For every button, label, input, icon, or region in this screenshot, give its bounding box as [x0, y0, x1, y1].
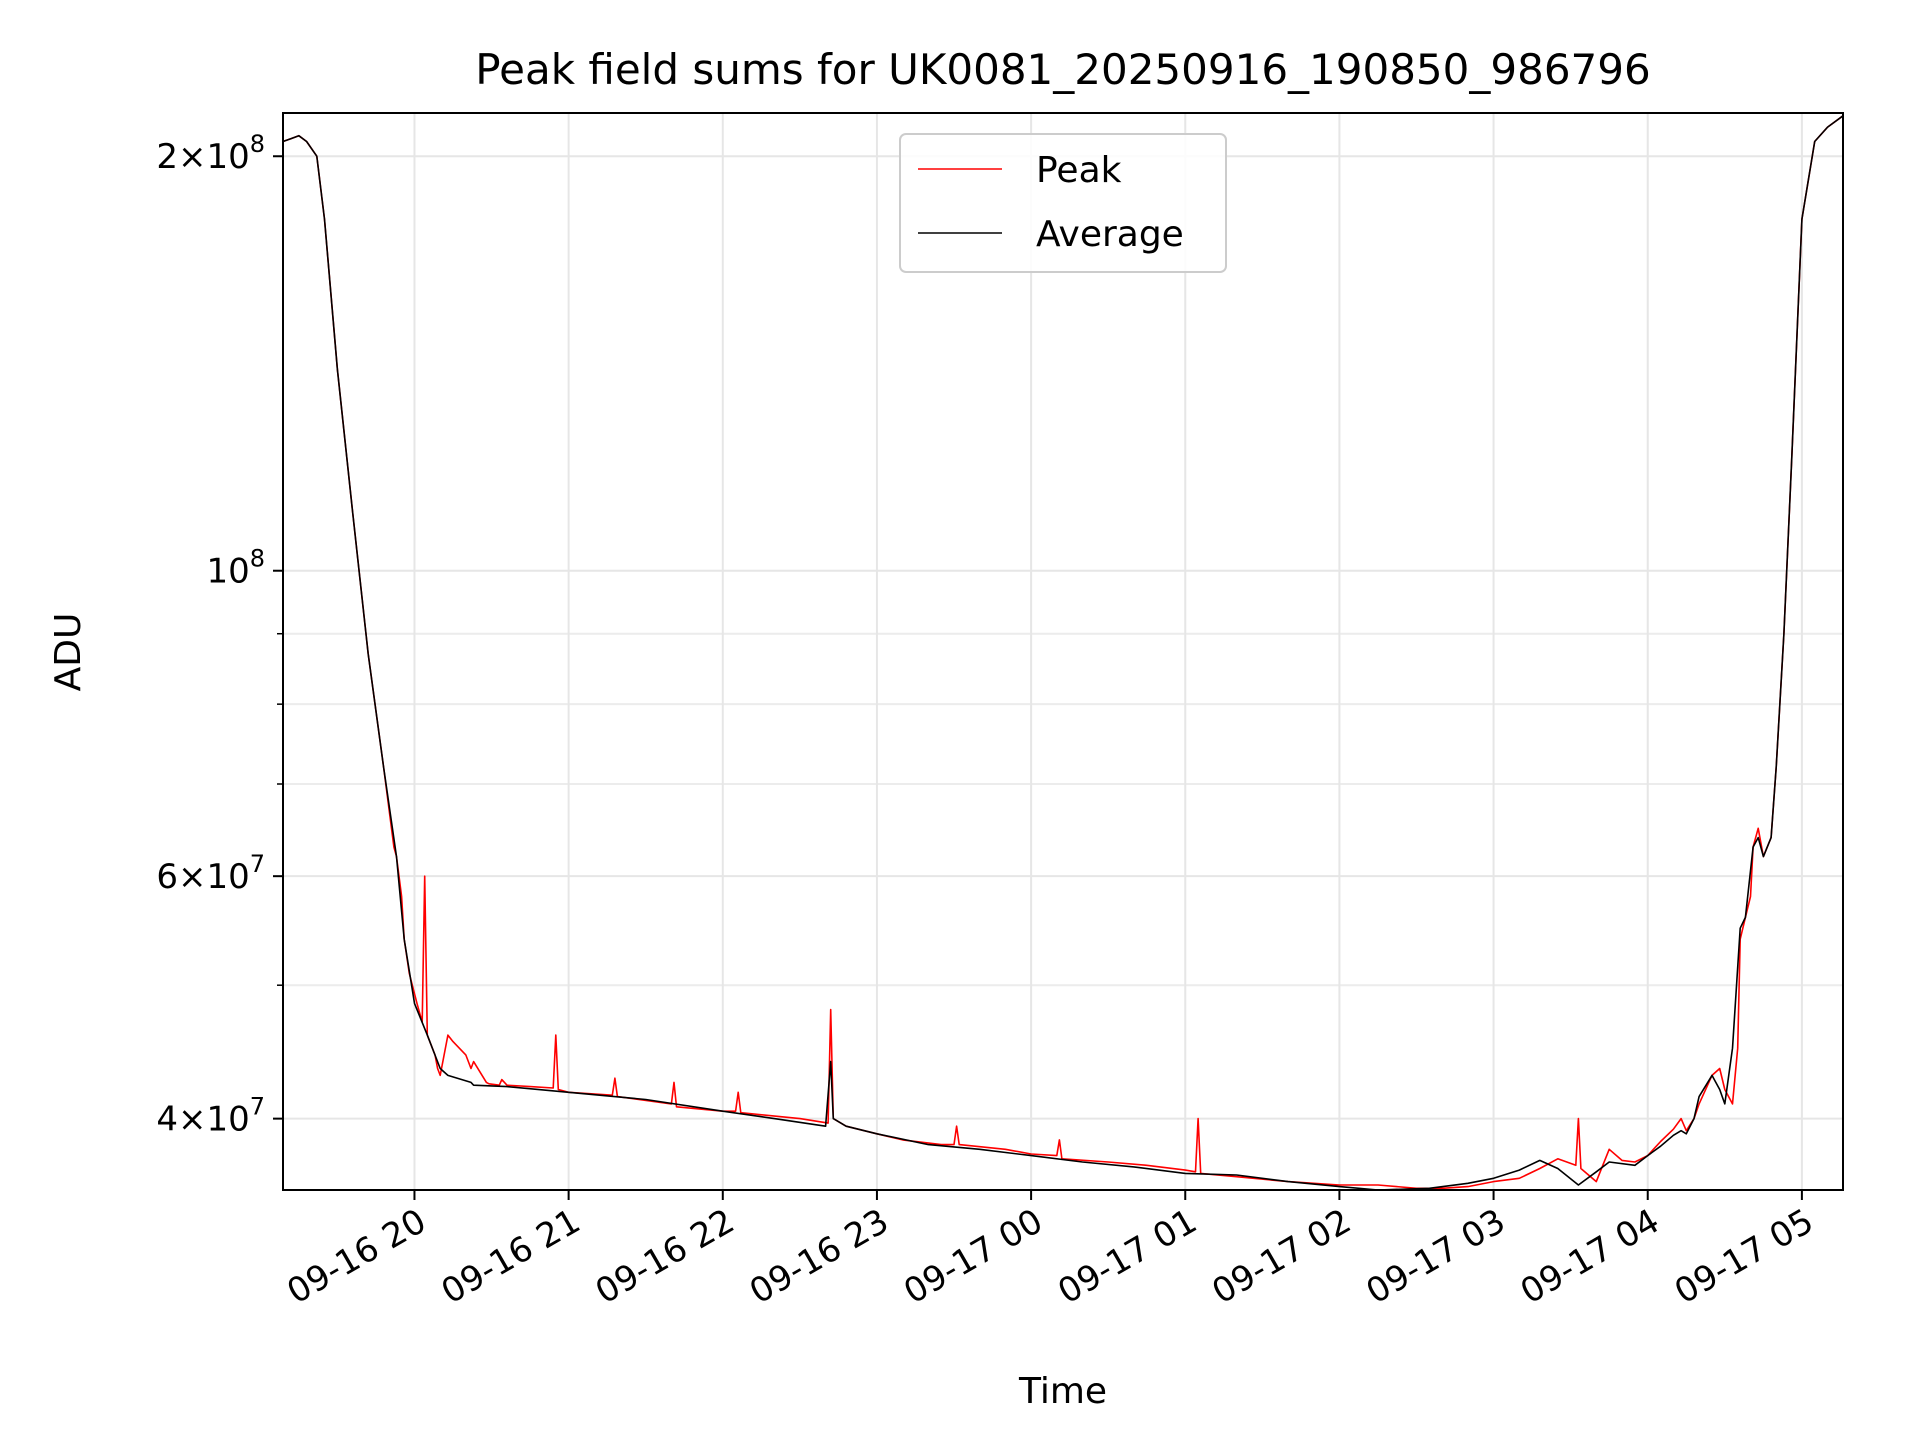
y-axis-label: ADU [48, 613, 89, 692]
grid-lines [283, 113, 1843, 1190]
y-tick-label: 2×108 [156, 130, 265, 177]
x-axis-label: Time [1018, 1371, 1107, 1412]
legend: Peak Average [899, 133, 1227, 273]
y-axis-ticks: 4×107 6×107 108 2×108 [156, 130, 283, 1140]
series-layer [282, 115, 1844, 1191]
plot-frame [282, 112, 1844, 1191]
legend-peak-label: Peak [1036, 150, 1122, 191]
y-tick-label: 4×107 [156, 1093, 265, 1140]
y-tick-label: 6×107 [156, 850, 265, 897]
y-tick-label: 108 [206, 545, 265, 592]
series-line-average [282, 115, 1844, 1191]
chart-title: Peak field sums for UK0081_20250916_1908… [475, 45, 1650, 94]
legend-average-label: Average [1036, 214, 1184, 255]
